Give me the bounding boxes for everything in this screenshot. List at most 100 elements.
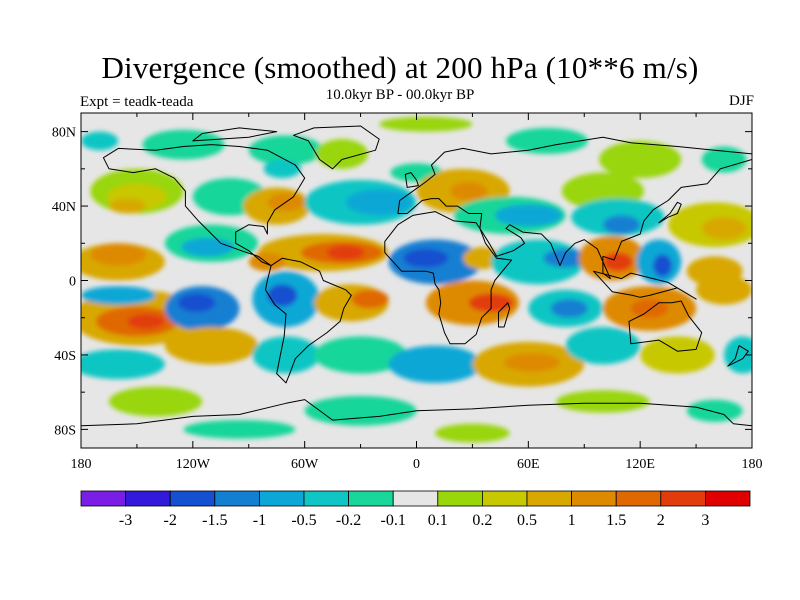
field-patch <box>602 252 633 272</box>
x-tick-label: 120E <box>625 457 655 472</box>
season-label: DJF <box>728 93 754 109</box>
colorbar: -3 -2 -1.5 -1 -0.5 -0.2 -0.1 0.1 0.2 0.5 1 1.5 2 3 <box>80 490 751 529</box>
field-patch <box>686 399 743 422</box>
field-patch <box>696 274 752 305</box>
colorbar-swatch <box>392 490 439 507</box>
experiment-label: Expt = teadk-teada <box>80 94 194 110</box>
field-patch <box>599 140 682 179</box>
field-patch <box>252 336 320 374</box>
y-tick-label: 80N <box>52 126 76 141</box>
field-patch <box>494 204 562 227</box>
coastline-africa <box>384 211 513 345</box>
colorbar-swatch <box>348 490 394 507</box>
field-patch <box>183 420 296 439</box>
coastline-north-america <box>102 144 306 267</box>
field-patch <box>81 131 119 151</box>
coastline-japan <box>658 201 682 224</box>
x-tick-label: 60E <box>517 457 540 472</box>
coastline-antarctica <box>81 399 752 448</box>
field-patch <box>435 423 510 443</box>
colorbar-label: 3 <box>701 512 709 529</box>
colorbar-label: -1.5 <box>202 512 227 529</box>
field-patch <box>345 189 413 216</box>
colorbar-label: -0.1 <box>381 512 406 529</box>
colorbar-swatch <box>481 490 528 507</box>
colorbar-label: 1 <box>568 512 576 529</box>
coastline-new-zealand <box>727 345 749 367</box>
x-tick-label: 120W <box>176 457 211 472</box>
field-patch <box>81 286 156 305</box>
field-patch <box>164 327 259 365</box>
colorbar-swatch <box>169 490 216 507</box>
field-patch <box>108 386 203 417</box>
colorbar-swatch <box>705 490 751 507</box>
colorbar-swatch <box>258 490 305 507</box>
map-axes: 180 120W 60W 0 60E 120E 180 80N 40N 0 40S 80S <box>52 113 763 472</box>
field-patch <box>550 299 588 318</box>
field-patch <box>327 245 365 261</box>
colorbar-label: 0.5 <box>517 512 537 529</box>
colorbar-label: 2 <box>657 512 665 529</box>
field-patch <box>108 198 147 214</box>
coastline-indonesia <box>593 270 697 300</box>
field-patch <box>177 293 216 313</box>
colorbar-swatch <box>437 490 483 507</box>
coastline-greenland <box>293 125 380 170</box>
x-tick-label: 60W <box>291 457 319 472</box>
colorbar-swatch <box>615 490 662 507</box>
chart-title: Divergence (smoothed) at 200 hPa (10**6 … <box>101 50 699 85</box>
y-tick-label: 40S <box>54 349 76 364</box>
field-patch <box>263 159 301 179</box>
field-patch <box>505 127 588 154</box>
colorbar-label: -3 <box>119 512 132 529</box>
field-patch <box>504 353 561 372</box>
field-patch <box>450 181 488 201</box>
colorbar-label: 1.5 <box>606 512 626 529</box>
field-patch <box>267 284 298 307</box>
colorbar-label: 0.1 <box>428 512 448 529</box>
field-patch <box>315 139 369 169</box>
x-tick-label: 0 <box>413 457 420 472</box>
field-patch <box>653 254 672 277</box>
colorbar-label: -0.5 <box>291 512 316 529</box>
field-patch <box>81 349 165 380</box>
field-patch <box>565 327 641 365</box>
field-patch <box>351 289 389 309</box>
field-patch <box>127 314 165 329</box>
period-label: 10.0kyr BP - 00.0kyr BP <box>325 87 475 103</box>
colorbar-label: 0.2 <box>472 512 492 529</box>
y-tick-label: 80S <box>54 423 76 438</box>
colorbar-swatch <box>80 490 126 507</box>
colorbar-swatch <box>571 490 617 507</box>
divergence-field <box>81 116 752 443</box>
coastline-eurasia <box>397 136 752 280</box>
field-patch <box>602 215 641 234</box>
field-patch <box>248 135 324 166</box>
colorbar-label: -2 <box>164 512 177 529</box>
field-patch <box>463 246 501 270</box>
coastline-uk <box>404 172 419 188</box>
field-patch <box>388 345 482 383</box>
field-patch <box>701 217 747 240</box>
field-patch <box>90 243 147 266</box>
colorbar-swatch <box>526 490 572 507</box>
field-patch <box>630 299 669 318</box>
y-tick-label: 0 <box>69 275 76 290</box>
coastline-australia <box>628 300 703 352</box>
field-patch <box>640 336 715 374</box>
colorbar-label: -0.2 <box>336 512 361 529</box>
colorbar-swatch <box>660 490 706 507</box>
y-tick-label: 40N <box>52 200 76 215</box>
coastline-south-america <box>265 257 352 384</box>
colorbar-swatch <box>303 490 349 507</box>
x-tick-label: 180 <box>742 457 763 472</box>
colorbar-swatch <box>125 490 171 507</box>
field-patch <box>701 146 747 173</box>
colorbar-swatch <box>214 490 260 507</box>
coastlines <box>81 125 752 448</box>
field-patch <box>181 237 234 257</box>
field-patch <box>379 116 473 132</box>
colorbar-label: -1 <box>253 512 266 529</box>
field-patch <box>313 336 408 374</box>
